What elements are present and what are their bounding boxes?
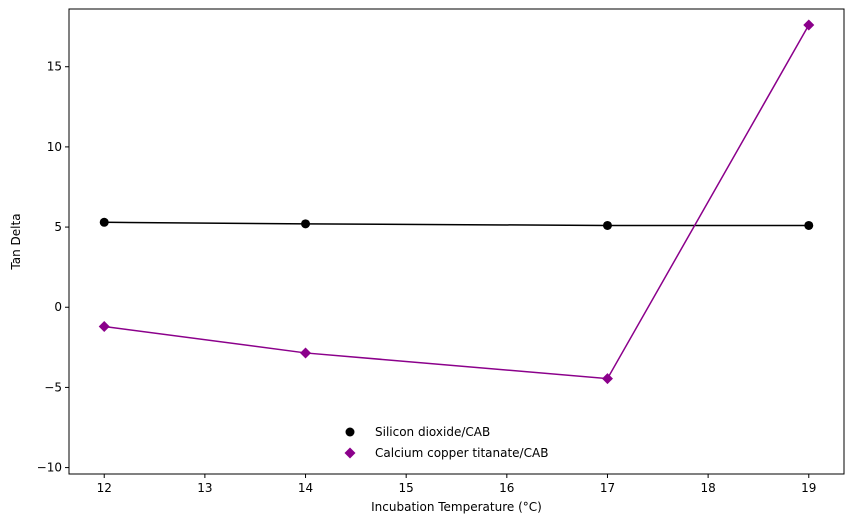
legend: Silicon dioxide/CAB Calcium copper titana… — [344, 425, 548, 460]
y-tick-label: 15 — [47, 60, 62, 74]
x-tick-label: 17 — [600, 481, 615, 495]
axis-ticks: 12 13 14 15 16 17 18 19 −10 −5 0 5 10 15 — [37, 60, 817, 495]
y-tick-label: −5 — [44, 380, 62, 394]
legend-label-1: Silicon dioxide/CAB — [375, 425, 490, 439]
x-tick-label: 12 — [97, 481, 112, 495]
data-point — [300, 347, 312, 359]
y-axis-label: Tan Delta — [9, 213, 23, 270]
x-tick-label: 18 — [700, 481, 715, 495]
legend-label-2: Calcium copper titanate/CAB — [375, 446, 548, 460]
series-line-1 — [104, 221, 809, 227]
x-tick-label: 16 — [499, 481, 514, 495]
data-point — [601, 373, 613, 385]
legend-marker-1 — [345, 427, 355, 437]
plot-area — [98, 19, 815, 385]
y-tick-label: −10 — [37, 461, 62, 475]
data-point — [98, 320, 110, 332]
x-tick-label: 15 — [399, 481, 414, 495]
x-tick-label: 14 — [298, 481, 313, 495]
legend-marker-2 — [344, 447, 356, 459]
plot-frame — [68, 8, 845, 475]
x-tick-label: 19 — [801, 481, 816, 495]
y-tick-label: 5 — [54, 220, 62, 234]
y-tick-label: 0 — [54, 300, 62, 314]
y-tick-label: 10 — [47, 140, 62, 154]
x-tick-label: 13 — [197, 481, 212, 495]
data-point — [803, 19, 815, 31]
data-point — [602, 220, 612, 230]
series-line-2 — [104, 24, 810, 380]
data-point — [804, 220, 814, 230]
x-axis-label: Incubation Temperature (°C) — [371, 500, 542, 514]
data-point — [99, 217, 109, 227]
data-point — [301, 219, 311, 229]
